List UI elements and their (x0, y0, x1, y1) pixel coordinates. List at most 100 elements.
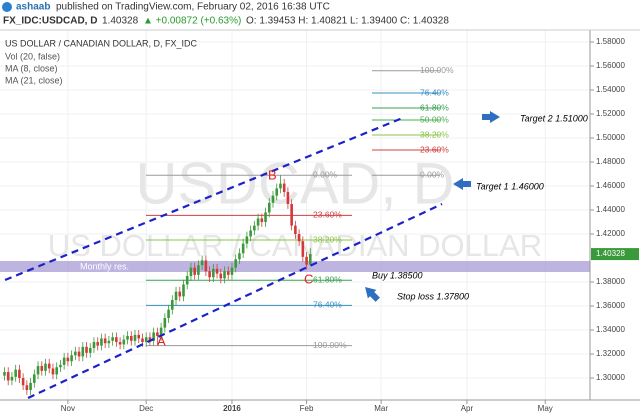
candle-body (100, 338, 103, 346)
x-tick-label: Mar (374, 404, 388, 413)
candle-body (137, 334, 141, 339)
candle-body (122, 339, 126, 345)
fib-label: 61.80% (313, 274, 342, 284)
candle-body (129, 336, 133, 341)
candle-body (156, 332, 159, 337)
fib-label: 61.80% (420, 102, 449, 112)
candle-body (62, 357, 66, 365)
candle-body (163, 318, 167, 328)
author[interactable]: ashaab (16, 2, 50, 13)
candle-body (126, 336, 129, 340)
y-tick-label: 1.34000 (596, 325, 625, 334)
candle-body (36, 366, 40, 375)
candle-body (301, 241, 305, 257)
candle-body (305, 256, 308, 265)
fib-label: 100.00% (420, 65, 454, 75)
fib-label: 23.60% (313, 210, 342, 220)
candle-body (115, 337, 118, 343)
y-tick-label: 1.50000 (596, 133, 625, 142)
candle-body (230, 267, 234, 275)
candle-body (200, 260, 204, 266)
arrow (365, 287, 380, 302)
candle-body (171, 300, 174, 310)
candle-body (40, 366, 44, 371)
candle-body (282, 183, 286, 193)
candle-body (141, 338, 144, 343)
y-tick-label: 1.32000 (596, 349, 625, 358)
candle-body (25, 385, 29, 391)
indicator: MA (21, close) (5, 75, 63, 85)
candle-body (111, 337, 114, 341)
candle-body (167, 309, 170, 319)
price-axis (590, 30, 640, 417)
candle-body (74, 351, 77, 356)
candle-body (174, 291, 178, 301)
candle-body (178, 291, 182, 297)
x-tick-label: May (538, 404, 553, 413)
candle-body (14, 369, 17, 377)
candle-body (144, 337, 148, 343)
candle-body (223, 271, 226, 279)
arrow (453, 178, 471, 190)
candle-body (21, 378, 25, 386)
y-tick-label: 1.38000 (596, 277, 625, 286)
candle-body (3, 372, 6, 376)
fib-label: 23.60% (420, 144, 449, 154)
annotation: Buy 1.38500 (372, 270, 423, 280)
resistance-band (0, 261, 590, 272)
candle-body (33, 374, 36, 383)
last-price-tag (591, 248, 639, 261)
candle-body (249, 230, 252, 237)
candle-body (226, 271, 230, 275)
arrow (482, 111, 500, 123)
y-tick-label: 1.58000 (596, 37, 625, 46)
candle-body (185, 276, 189, 285)
candle-body (308, 254, 312, 265)
candle-body (279, 183, 282, 189)
chart-title: US DOLLAR / CANADIAN DOLLAR, D, FX_IDC (5, 38, 198, 48)
fib-label: 76.40% (313, 300, 342, 310)
last-price-label: 1.40328 (596, 249, 625, 258)
y-tick-label: 1.42000 (596, 229, 625, 238)
ohlc: O: 1.39453 H: 1.40821 L: 1.39400 C: 1.40… (246, 16, 449, 27)
candle-body (103, 338, 107, 344)
candle-body (182, 284, 185, 297)
point-label: B (268, 167, 277, 182)
fib-label: 100.00% (313, 340, 347, 350)
candle-body (44, 363, 47, 371)
candle-body (275, 188, 279, 196)
candle-body (18, 369, 21, 379)
header (0, 0, 640, 30)
candle-body (256, 218, 260, 226)
candle-body (208, 271, 211, 278)
indicator: Vol (20, false) (5, 51, 60, 61)
point-label: A (157, 333, 166, 348)
candle-body (253, 225, 256, 231)
published: published on TradingView.com, February 0… (56, 2, 330, 13)
y-tick-label: 1.30000 (596, 373, 625, 382)
indicator: MA (8, close) (5, 63, 58, 73)
point-label: C (304, 271, 313, 286)
fib-label: 76.40% (420, 87, 449, 97)
x-tick-label: Feb (300, 404, 314, 413)
channel-lower (27, 203, 443, 399)
candle-body (215, 268, 219, 274)
fib-label: 38.20% (313, 234, 342, 244)
candle-body (81, 346, 85, 357)
candle-body (241, 243, 245, 254)
candle-body (234, 259, 238, 268)
fib-label: 50.00% (420, 114, 449, 124)
candle-body (70, 355, 73, 362)
candle-body (189, 267, 193, 277)
candle-body (55, 367, 58, 375)
candle-body (212, 268, 215, 278)
candle-body (193, 267, 196, 275)
candle-body (204, 260, 208, 272)
change: ▲ +0.00872 (+0.63%) (143, 16, 241, 27)
y-tick-label: 1.36000 (596, 301, 625, 310)
candle-body (118, 342, 122, 345)
candle-body (133, 334, 137, 341)
fib-label: 0.00% (420, 169, 445, 179)
candle-body (197, 265, 200, 275)
candle-body (92, 342, 96, 349)
